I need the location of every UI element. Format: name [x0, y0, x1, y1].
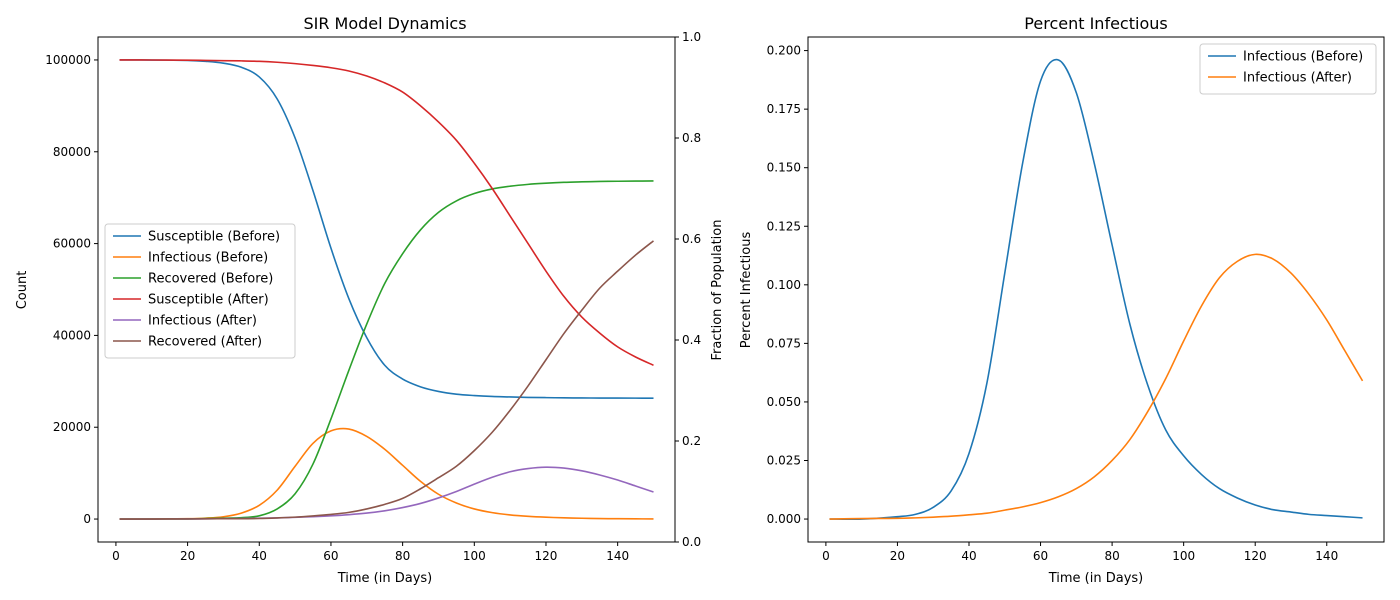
left-y2-tick-label: 0.2 [682, 434, 701, 448]
left-y-tick-label: 100000 [45, 53, 91, 67]
right-y-tick-label: 0.000 [767, 512, 801, 526]
right-y-tick-label: 0.125 [767, 219, 801, 233]
right-x-tick-label: 120 [1244, 549, 1267, 563]
left-legend-label: Susceptible (Before) [148, 230, 280, 245]
right-y-tick-label: 0.150 [767, 161, 801, 175]
left-series-line-recovered-after [119, 240, 654, 520]
right-y-tick-label: 0.025 [767, 453, 801, 467]
left-x-tick-label: 40 [252, 549, 267, 563]
right-y-tick-label: 0.100 [767, 278, 801, 292]
left-y2-tick-label: 0.0 [682, 535, 701, 549]
right-y-tick-label: 0.200 [767, 44, 801, 58]
right-legend: Infectious (Before) Infectious (After) [1199, 43, 1377, 95]
left-y2-tick-label: 0.4 [682, 333, 701, 347]
left-series-lines [119, 59, 654, 520]
right-x-axis-label: Time (in Days) [1048, 571, 1144, 586]
right-series-line-infectious-before [829, 58, 1363, 521]
right-chart-title: Percent Infectious [1024, 14, 1167, 33]
left-legend: Susceptible (Before) Infectious (Before) R… [104, 223, 296, 359]
right-legend-label: Infectious (After) [1243, 71, 1352, 86]
left-x-tick-label: 80 [395, 549, 410, 563]
right-x-tick-label: 60 [1033, 549, 1048, 563]
right-x-tick-label: 140 [1315, 549, 1338, 563]
left-x-tick-label: 100 [463, 549, 486, 563]
left-x-tick-label: 20 [180, 549, 195, 563]
left-x-tick-label: 0 [112, 549, 120, 563]
left-legend-label: Susceptible (After) [148, 293, 269, 308]
left-legend-box [104, 223, 296, 359]
left-y2-tick-label: 1.0 [682, 30, 701, 44]
right-series-line-infectious-after [829, 253, 1364, 520]
percent-infectious-chart: Percent Infectious 0 20 40 60 80 100 120 140 0.… [739, 14, 1385, 586]
sir-dynamics-chart: SIR Model Dynamics 0 20 40 60 80 100 120 140 0 2… [15, 14, 725, 586]
left-secondary-y-axis-label: Fraction of Population [710, 220, 725, 361]
left-y-tick-label: 80000 [53, 145, 91, 159]
right-x-tick-label: 40 [961, 549, 976, 563]
right-plot-frame [807, 36, 1385, 543]
left-x-ticks: 0 20 40 60 80 100 120 140 [112, 542, 629, 563]
right-y-axis-label: Percent Infectious [739, 232, 754, 349]
right-legend-box [1199, 43, 1377, 95]
left-x-tick-label: 140 [606, 549, 629, 563]
left-series-line-susceptible-after [119, 59, 654, 366]
left-legend-label: Infectious (After) [148, 314, 257, 329]
right-legend-label: Infectious (Before) [1243, 50, 1363, 65]
right-y-tick-label: 0.175 [767, 102, 801, 116]
right-y-ticks: 0.000 0.025 0.050 0.075 0.100 0.125 0.150 0.175… [767, 44, 808, 526]
right-series-lines [829, 58, 1364, 521]
left-y-tick-label: 40000 [53, 328, 91, 342]
right-x-tick-label: 20 [890, 549, 905, 563]
left-y2-tick-label: 0.8 [682, 131, 701, 145]
right-x-tick-label: 0 [822, 549, 830, 563]
right-y-tick-label: 0.075 [767, 336, 801, 350]
left-chart-title: SIR Model Dynamics [303, 14, 466, 33]
left-series-line-susceptible-before [119, 59, 654, 399]
left-series-line-infectious-before [119, 427, 654, 520]
left-y-tick-label: 0 [83, 512, 91, 526]
left-y-tick-label: 60000 [53, 237, 91, 251]
left-y2-tick-label: 0.6 [682, 232, 701, 246]
right-x-ticks: 0 20 40 60 80 100 120 140 [822, 542, 1338, 563]
left-legend-label: Recovered (Before) [148, 272, 273, 287]
left-legend-label: Infectious (Before) [148, 251, 268, 266]
right-x-tick-label: 80 [1104, 549, 1119, 563]
left-y-ticks: 0 20000 40000 60000 80000 100000 [45, 53, 98, 526]
right-x-tick-label: 100 [1172, 549, 1195, 563]
left-secondary-y-ticks: 0.0 0.2 0.4 0.6 0.8 1.0 [675, 30, 701, 549]
left-y-axis-label: Count [15, 271, 30, 310]
left-x-tick-label: 60 [323, 549, 338, 563]
right-y-tick-label: 0.050 [767, 395, 801, 409]
left-plot-frame [97, 36, 676, 543]
left-x-axis-label: Time (in Days) [337, 571, 433, 586]
left-y-tick-label: 20000 [53, 420, 91, 434]
left-legend-label: Recovered (After) [148, 335, 262, 350]
left-x-tick-label: 120 [535, 549, 558, 563]
